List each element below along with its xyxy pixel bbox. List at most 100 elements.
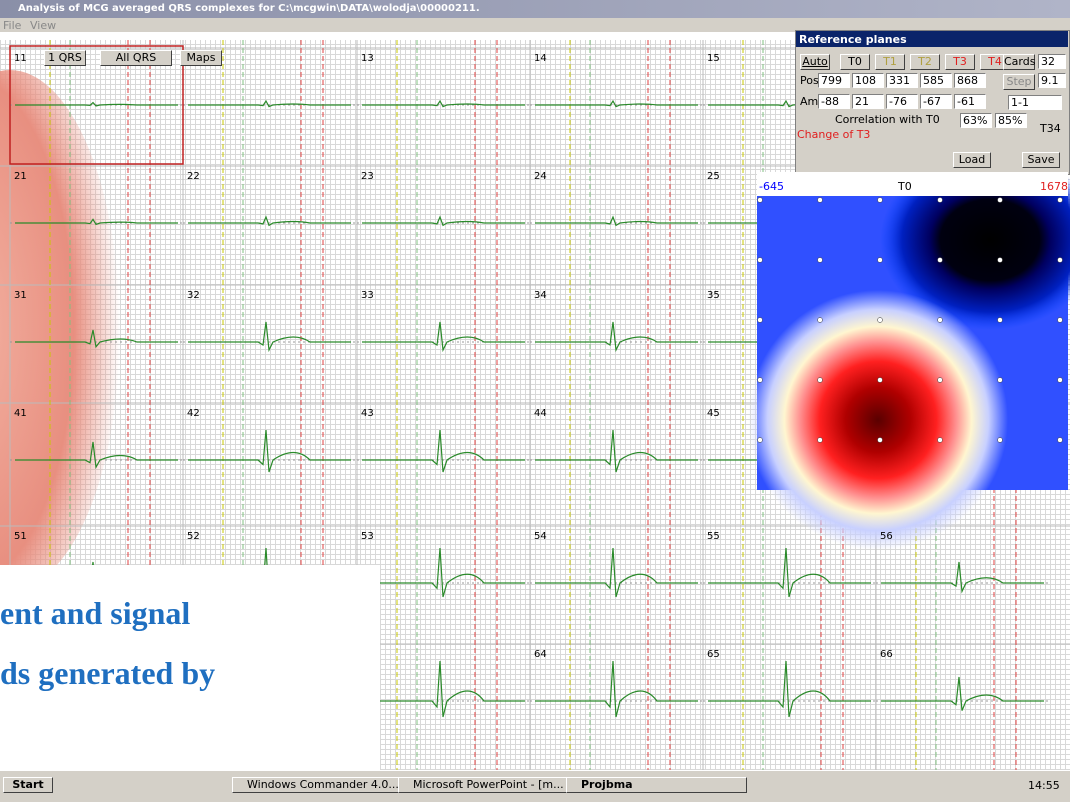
sensor-dot — [878, 438, 883, 443]
sensor-dot — [758, 318, 763, 323]
sensor-dot — [998, 258, 1003, 263]
correlation-label: Correlation with T0 — [835, 113, 940, 126]
trace — [362, 322, 525, 350]
toggle-button[interactable]: All QRS — [100, 50, 172, 66]
task-button[interactable]: Microsoft PowerPoint - [m... — [398, 777, 574, 793]
sensor-dot — [758, 198, 763, 203]
trace — [362, 548, 525, 597]
cell-label: 43 — [361, 408, 374, 419]
map-plane: T0 — [898, 180, 912, 193]
trace — [881, 677, 1044, 711]
sensor-dot — [818, 318, 823, 323]
sensor-dot — [938, 318, 943, 323]
cell-label: 22 — [187, 171, 200, 182]
sensor-dot — [878, 318, 883, 323]
pos-field[interactable]: 799 — [818, 73, 850, 88]
trace — [535, 661, 698, 717]
pos-field[interactable]: 108 — [852, 73, 884, 88]
sensor-dot — [998, 378, 1003, 383]
trace — [188, 101, 351, 107]
t34-checkbox[interactable]: T34 — [1040, 122, 1061, 135]
start-button[interactable]: Start — [3, 777, 53, 793]
toggle-button[interactable]: 1 QRS — [44, 50, 86, 66]
trace — [188, 322, 351, 350]
sensor-dot — [998, 198, 1003, 203]
sensor-dot — [758, 258, 763, 263]
menu-view[interactable]: View — [30, 19, 56, 32]
sensor-dot — [1058, 378, 1063, 383]
sensor-dot — [998, 438, 1003, 443]
plane-button[interactable]: T0 — [840, 54, 870, 70]
sensor-dot — [818, 378, 823, 383]
trace — [188, 430, 351, 472]
map-min: -645 — [759, 180, 784, 193]
sensor-dot — [818, 438, 823, 443]
selector[interactable]: 1-1 — [1008, 95, 1062, 110]
trace — [362, 101, 525, 107]
sensor-dot — [1058, 198, 1063, 203]
plane-button[interactable]: T3 — [945, 54, 975, 70]
sensor-dot — [818, 198, 823, 203]
trace — [708, 548, 871, 597]
cell-label: 53 — [361, 531, 374, 542]
sensor-dot — [938, 378, 943, 383]
ampl-field[interactable]: -61 — [954, 94, 986, 109]
ampl-field[interactable]: -67 — [920, 94, 952, 109]
sensor-dot — [938, 258, 943, 263]
sensor-dot — [998, 318, 1003, 323]
cell-label: 45 — [707, 408, 720, 419]
trace — [535, 430, 698, 472]
plane-button[interactable]: T2 — [910, 54, 940, 70]
trace — [362, 217, 525, 225]
cell-label: 55 — [707, 531, 720, 542]
cell-label: 34 — [534, 290, 547, 301]
auto-button[interactable]: Auto — [800, 54, 830, 70]
trace — [881, 562, 1044, 591]
cards-button[interactable]: Cards — [1003, 54, 1035, 70]
cell-label: 41 — [14, 408, 27, 419]
trace — [362, 661, 525, 717]
status-text: Change of T3 — [797, 128, 870, 141]
sensor-dot — [758, 438, 763, 443]
cell-label: 42 — [187, 408, 200, 419]
sensor-dot — [1058, 318, 1063, 323]
pos-label: Pos — [800, 74, 819, 87]
overlay-text: ent and signal — [0, 595, 190, 632]
cell-label: 33 — [361, 290, 374, 301]
cards-field[interactable]: 32 — [1038, 54, 1066, 69]
pos-field[interactable]: 331 — [886, 73, 918, 88]
cell-label: 51 — [14, 531, 27, 542]
load-button[interactable]: Load — [953, 152, 991, 168]
menu-file[interactable]: File — [3, 19, 21, 32]
panel-title: Reference planes — [799, 33, 907, 46]
task-button[interactable]: Windows Commander 4.0... — [232, 777, 406, 793]
pos-field[interactable]: 868 — [954, 73, 986, 88]
trace — [535, 217, 698, 225]
sensor-dot — [938, 198, 943, 203]
ampl-field[interactable]: 21 — [852, 94, 884, 109]
save-button[interactable]: Save — [1022, 152, 1060, 168]
trace — [188, 217, 351, 225]
correlation-field: 85% — [995, 113, 1027, 128]
trace — [362, 430, 525, 472]
step-label: Step — [1003, 74, 1035, 90]
cell-label: 64 — [534, 649, 547, 660]
cell-label: 54 — [534, 531, 547, 542]
toggle-button[interactable]: Maps — [180, 50, 222, 66]
overlay-text: ds generated by — [0, 655, 215, 692]
plane-button[interactable]: T1 — [875, 54, 905, 70]
cell-label: 21 — [14, 171, 27, 182]
sensor-dot — [818, 258, 823, 263]
cell-label: 24 — [534, 171, 547, 182]
ampl-field[interactable]: -88 — [818, 94, 850, 109]
sensor-dot — [1058, 258, 1063, 263]
cell-label: 23 — [361, 171, 374, 182]
sensor-dot — [1058, 438, 1063, 443]
ampl-field[interactable]: -76 — [886, 94, 918, 109]
sensor-dot — [758, 378, 763, 383]
pos-field[interactable]: 585 — [920, 73, 952, 88]
sensor-dot — [878, 378, 883, 383]
task-button[interactable]: Projbma — [566, 777, 747, 793]
step-field[interactable]: 9.1 — [1038, 73, 1066, 88]
cell-label: 35 — [707, 290, 720, 301]
